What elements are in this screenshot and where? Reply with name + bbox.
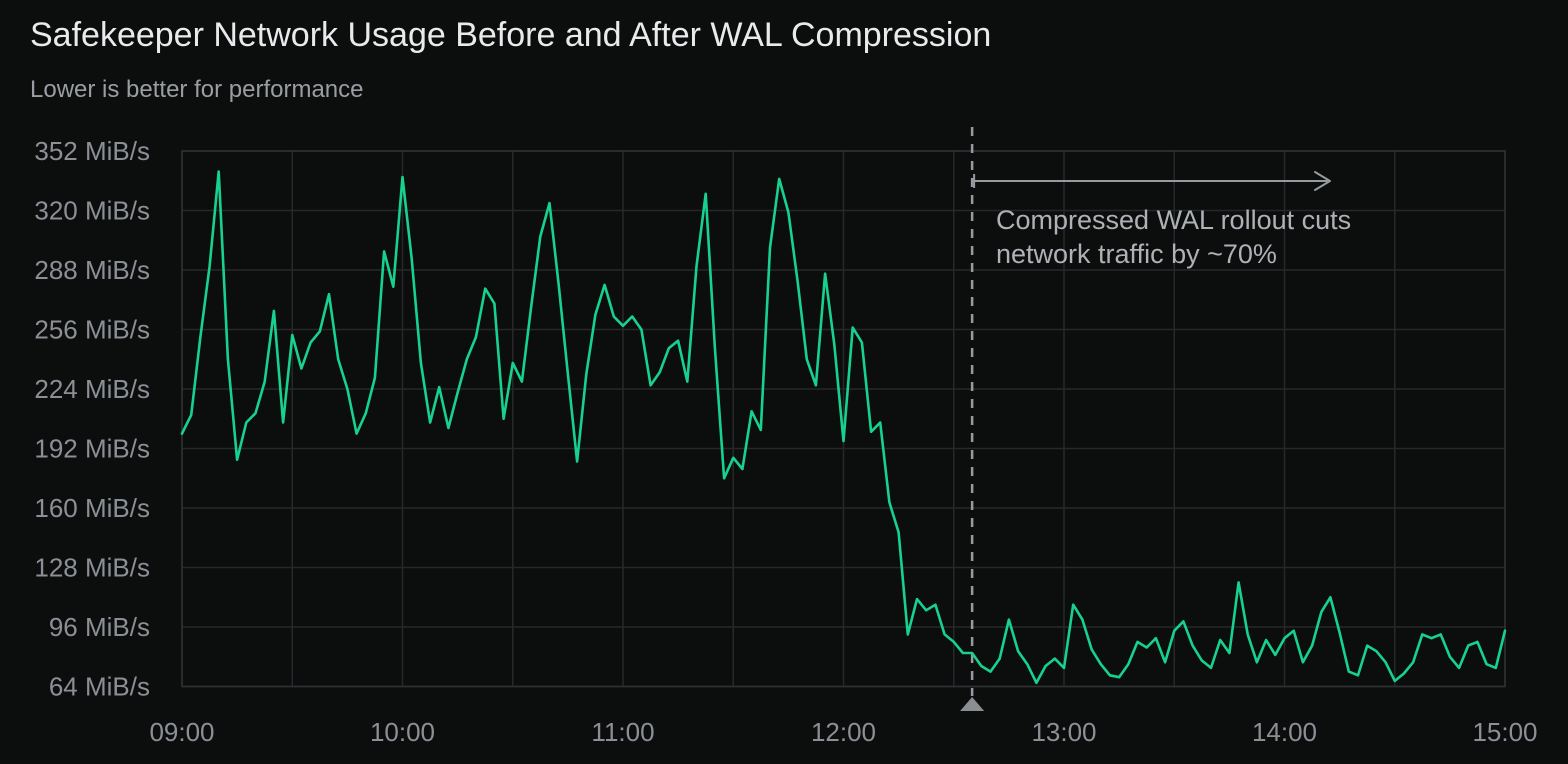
- y-tick-label: 256 MiB/s: [34, 315, 150, 345]
- x-tick-label: 15:00: [1472, 717, 1537, 747]
- chart-title: Safekeeper Network Usage Before and Afte…: [30, 16, 992, 54]
- rollout-annotation: Compressed WAL rollout cuts network traf…: [996, 203, 1351, 271]
- x-tick-label: 11:00: [591, 717, 654, 747]
- x-tick-label: 10:00: [370, 717, 435, 747]
- arrow-head-icon: [1314, 171, 1331, 191]
- rollout-annotation-line1: Compressed WAL rollout cuts: [996, 205, 1352, 235]
- y-tick-label: 320 MiB/s: [34, 196, 150, 226]
- y-tick-label: 64 MiB/s: [49, 672, 150, 702]
- y-tick-label: 352 MiB/s: [34, 136, 150, 166]
- y-tick-label: 224 MiB/s: [34, 374, 150, 404]
- y-tick-label: 288 MiB/s: [34, 255, 150, 285]
- x-tick-label: 12:00: [811, 717, 876, 747]
- x-tick-label: 13:00: [1031, 717, 1096, 747]
- rollout-marker-triangle: [960, 697, 985, 711]
- chart-subtitle: Lower is better for performance: [30, 76, 364, 103]
- y-tick-label: 192 MiB/s: [34, 434, 150, 464]
- usage-line-series: [180, 170, 1507, 685]
- x-tick-label: 09:00: [149, 717, 214, 747]
- plot-border: [181, 150, 1506, 688]
- rollout-annotation-line2: network traffic by ~70%: [996, 239, 1277, 269]
- x-tick-label: 14:00: [1252, 717, 1317, 747]
- y-tick-label: 160 MiB/s: [34, 493, 150, 523]
- y-tick-label: 96 MiB/s: [49, 612, 150, 642]
- y-tick-label: 128 MiB/s: [34, 553, 150, 583]
